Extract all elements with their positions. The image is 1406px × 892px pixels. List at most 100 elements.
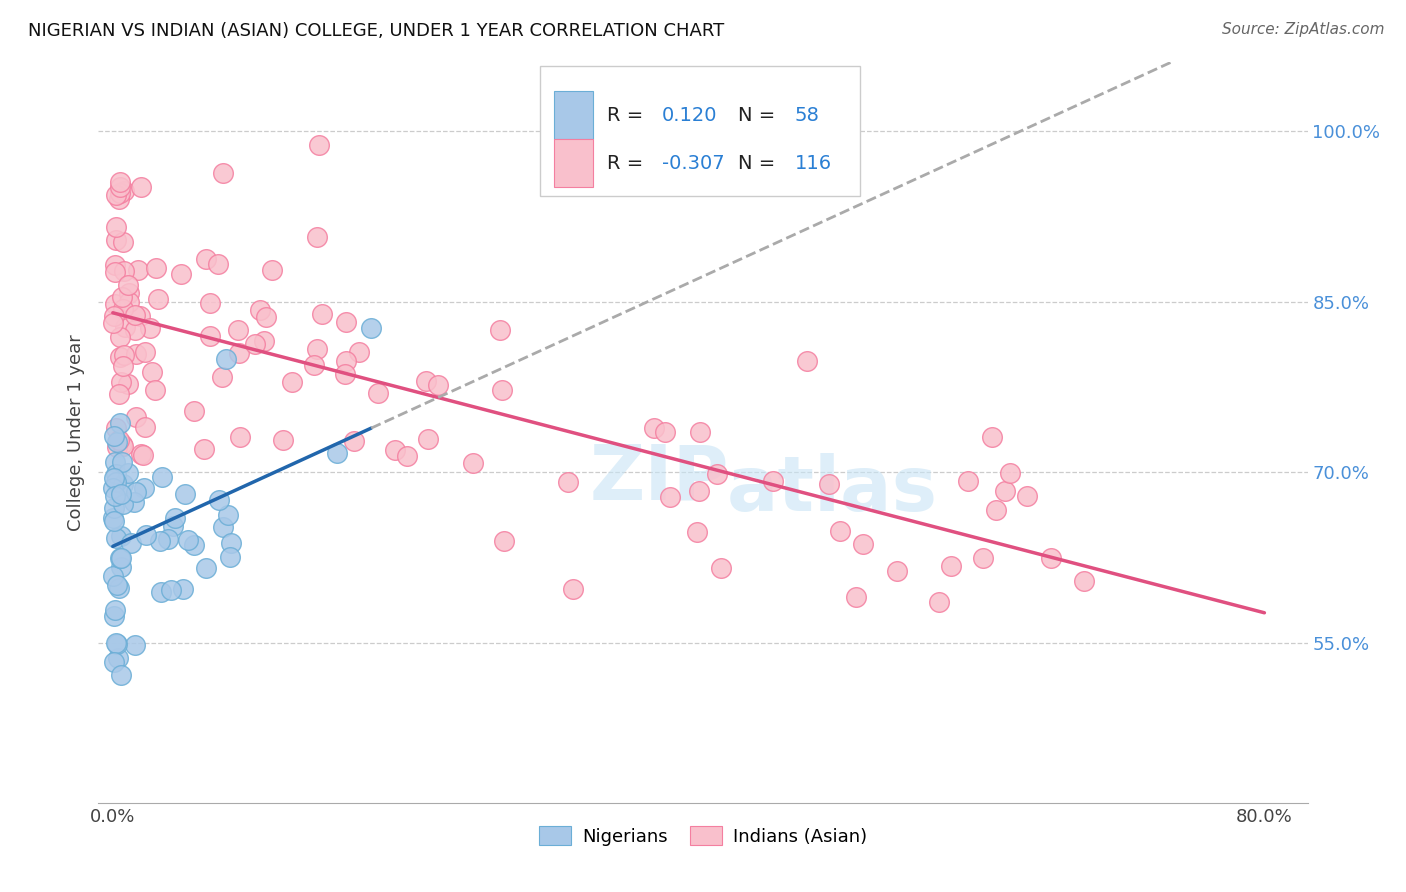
Text: Source: ZipAtlas.com: Source: ZipAtlas.com (1222, 22, 1385, 37)
Text: R =: R = (607, 106, 650, 125)
Point (215, 351, 238, 366)
Point (183, 403, 205, 417)
Point (104, 467, 127, 481)
Point (984, 503, 1007, 517)
Point (654, 425, 676, 439)
Point (125, 347, 148, 361)
Point (818, 476, 841, 491)
Point (110, 350, 132, 364)
Point (111, 476, 134, 491)
Point (110, 667, 132, 681)
Point (105, 637, 128, 651)
Point (688, 483, 710, 498)
Point (271, 434, 294, 448)
Point (177, 533, 200, 547)
Point (981, 430, 1004, 444)
Point (427, 377, 450, 392)
Point (229, 429, 252, 443)
Point (207, 492, 229, 507)
Point (492, 533, 515, 548)
Point (939, 559, 962, 574)
Point (311, 306, 333, 320)
Point (132, 481, 155, 495)
Text: atlas: atlas (727, 452, 938, 526)
FancyBboxPatch shape (540, 66, 860, 195)
Point (170, 267, 193, 281)
Point (415, 374, 437, 388)
Point (108, 175, 131, 189)
Point (107, 582, 129, 596)
Point (135, 527, 157, 541)
Point (254, 310, 277, 324)
Point (110, 455, 132, 469)
Point (110, 560, 132, 574)
Point (104, 455, 127, 469)
Point (108, 433, 131, 447)
Text: NIGERIAN VS INDIAN (ASIAN) COLLEGE, UNDER 1 YEAR CORRELATION CHART: NIGERIAN VS INDIAN (ASIAN) COLLEGE, UNDE… (28, 22, 724, 40)
Point (108, 330, 131, 344)
Point (308, 138, 330, 153)
Point (103, 481, 125, 495)
Point (104, 297, 127, 311)
Point (710, 560, 733, 574)
Bar (554, 91, 593, 139)
Point (120, 536, 142, 550)
Point (1017, 489, 1039, 503)
Point (117, 377, 139, 392)
Point (686, 525, 709, 540)
Point (112, 497, 135, 511)
Point (110, 529, 132, 543)
Point (830, 524, 852, 538)
Point (852, 537, 875, 551)
Point (129, 180, 152, 194)
Point (111, 359, 134, 373)
Point (463, 456, 485, 470)
Point (139, 320, 162, 334)
Point (149, 585, 172, 599)
Point (557, 475, 579, 489)
Point (218, 549, 240, 564)
Point (104, 258, 127, 272)
Point (160, 582, 183, 597)
Point (111, 436, 134, 450)
Point (105, 475, 128, 490)
Point (253, 334, 276, 349)
Point (105, 421, 128, 435)
Point (360, 321, 382, 335)
Point (125, 410, 148, 425)
Point (1039, 551, 1062, 566)
Text: 0.120: 0.120 (662, 106, 717, 125)
Bar (554, 139, 593, 187)
Point (104, 531, 127, 545)
Point (643, 421, 665, 435)
Point (211, 369, 233, 384)
Text: R =: R = (607, 153, 650, 173)
Point (108, 192, 131, 206)
Point (105, 578, 128, 592)
Text: 116: 116 (794, 153, 832, 173)
Point (335, 353, 357, 368)
Point (333, 368, 356, 382)
Point (105, 233, 128, 247)
Point (994, 483, 1017, 498)
Point (193, 442, 215, 456)
Point (280, 375, 302, 389)
Point (395, 449, 418, 463)
Point (124, 494, 146, 508)
Point (108, 186, 131, 200)
Point (104, 489, 127, 503)
Point (131, 447, 153, 461)
Point (108, 416, 131, 430)
Point (103, 655, 125, 669)
Point (163, 510, 186, 524)
Point (103, 471, 125, 485)
Point (228, 323, 250, 337)
Point (105, 435, 128, 450)
Point (174, 487, 197, 501)
Point (249, 302, 271, 317)
Point (143, 384, 166, 398)
Point (101, 569, 124, 583)
Point (103, 510, 125, 524)
Point (117, 467, 139, 481)
Point (998, 466, 1021, 480)
